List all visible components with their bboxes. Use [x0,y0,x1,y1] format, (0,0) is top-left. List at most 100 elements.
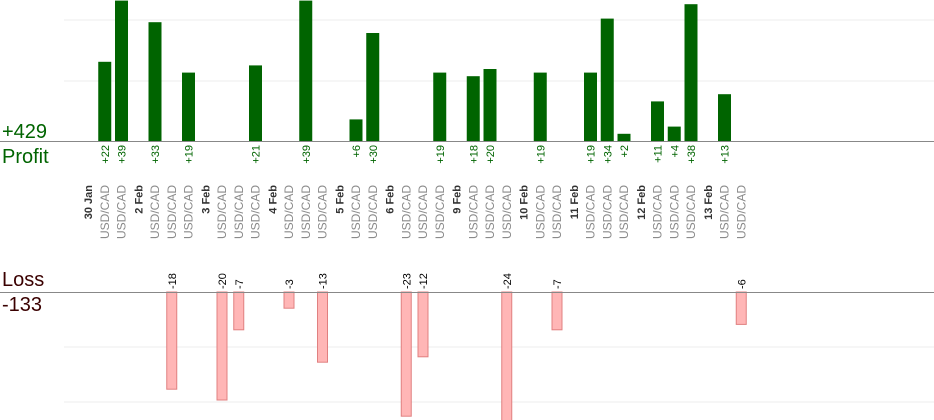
loss-bar [166,291,178,390]
instrument-label: USD/CAD [684,185,698,239]
loss-bar [283,291,295,309]
instrument-label: USD/CAD [734,185,748,239]
date-label: 3 Feb [200,185,212,214]
date-label: 2 Feb [133,185,145,214]
instrument-label: USD/CAD [366,185,380,239]
profit-bar [584,72,597,141]
instrument-label: USD/CAD [349,185,363,239]
grid-layer [64,19,934,403]
instrument-label: USD/CAD [718,185,732,239]
profit-value-label: +19 [435,145,447,164]
profit-value-label: +19 [184,145,196,164]
loss-bar [400,291,412,417]
loss-value-label: -20 [217,273,229,289]
profit-bar [533,72,547,141]
profit-bar [249,65,262,141]
profit-bar [98,61,112,141]
loss-bar [233,291,245,331]
profit-bar [600,18,614,142]
profit-value-label: +39 [117,145,129,164]
date-label: 10 Feb [519,185,531,220]
instrument-label: USD/CAD [182,185,196,239]
profit-value-label: +20 [485,145,497,164]
loss-bar [216,291,228,401]
instrument-label: USD/CAD [667,185,681,239]
profit-bar [299,0,313,141]
loss-value-label: -24 [502,273,514,289]
profit-value-label: +22 [100,145,112,164]
instrument-label: USD/CAD [282,185,296,239]
loss-value-label: -3 [284,279,296,289]
loss-value-label: -7 [234,279,246,289]
loss-bar [551,291,563,331]
date-label: 30 Jan [83,185,95,220]
profit-value-label: +19 [535,145,547,164]
date-label: 9 Feb [452,185,464,214]
profit-bar [182,72,195,141]
profit-value-label: +34 [602,145,614,164]
profit-bar [651,101,664,141]
loss-value-label: -6 [736,279,748,289]
loss-value-label: -12 [418,273,430,289]
profit-value-label: +33 [150,145,162,164]
profit-value-label: +13 [720,145,732,164]
instrument-label: USD/CAD [433,185,447,239]
instrument-label: USD/CAD [584,185,598,239]
loss-value-label: -7 [552,279,564,289]
bar-layer [98,0,747,420]
profit-bar [433,72,447,141]
profit-value-label: +11 [653,145,665,163]
loss-value-label: -13 [318,273,330,289]
instrument-label: USD/CAD [416,185,430,239]
profit-bar [349,119,363,141]
date-label: 13 Feb [703,185,715,220]
profit-value-label: +21 [251,145,263,164]
profit-value-label: +19 [586,145,598,164]
instrument-label: USD/CAD [399,185,413,239]
instrument-label: USD/CAD [115,185,129,239]
profit-value-label: +30 [368,145,380,164]
profit-bar [617,133,631,141]
loss-value-label: -23 [401,273,413,289]
date-label: 5 Feb [334,185,346,214]
instrument-label: USD/CAD [232,185,246,239]
profit-bar [115,0,128,141]
profit-value-label: +39 [301,145,313,164]
instrument-label: USD/CAD [98,185,112,239]
loss-bar [317,291,328,363]
loss-value-label: -18 [167,273,179,289]
loss-bar [735,291,747,325]
profit-title-label: Profit [2,146,49,168]
profit-value-label: +6 [351,145,363,158]
profit-value-label: +2 [619,145,631,158]
profit-bar [718,94,731,141]
profit-value-label: +38 [686,145,698,164]
instrument-label: USD/CAD [600,185,614,239]
profit-total-label: +429 [2,121,47,143]
instrument-label: USD/CAD [617,185,631,239]
date-label: 4 Feb [267,185,279,214]
axis-layer [0,141,934,293]
instrument-label: USD/CAD [651,185,665,239]
profit-bar [466,76,480,141]
profit-value-label: +18 [468,145,480,164]
loss-bar [417,291,429,358]
date-label: 12 Feb [636,185,648,220]
profit-bar [684,4,698,142]
date-label: 6 Feb [385,185,397,214]
instrument-label: USD/CAD [299,185,313,239]
instrument-label: USD/CAD [533,185,547,239]
instrument-label: USD/CAD [249,185,263,239]
instrument-label: USD/CAD [165,185,179,239]
instrument-label: USD/CAD [483,185,497,239]
profit-bar [483,69,497,141]
loss-bar [501,291,513,420]
profit-bar [366,33,380,141]
instrument-label: USD/CAD [466,185,480,239]
profit-value-label: +4 [669,145,681,158]
instrument-label: USD/CAD [500,185,514,239]
date-label: 11 Feb [569,185,581,220]
